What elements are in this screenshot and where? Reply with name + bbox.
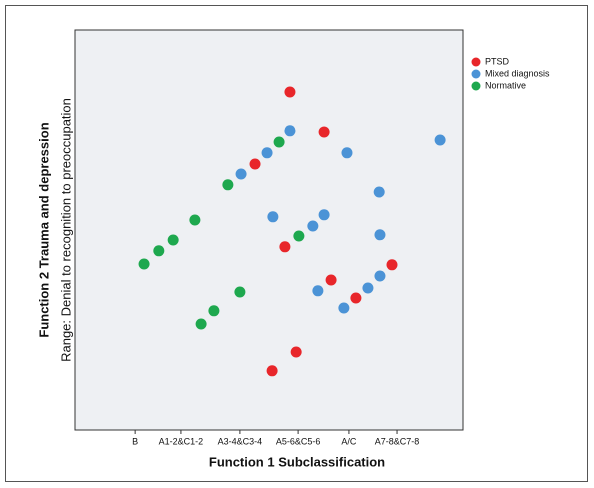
y-axis-subtitle: Range: Denial to recognition to preoccup… [58, 98, 73, 362]
point [284, 125, 296, 137]
point [249, 158, 261, 170]
point [266, 365, 278, 377]
x-tick-label: A/C [341, 436, 357, 446]
point [318, 209, 330, 221]
point [284, 86, 296, 98]
legend-marker [471, 69, 481, 79]
point [261, 147, 273, 159]
point [189, 214, 201, 226]
point [374, 229, 386, 241]
point [434, 134, 446, 146]
point [374, 270, 386, 282]
x-axis-title: Function 1 Subclassification [209, 454, 385, 469]
x-tick-label: B [132, 436, 138, 446]
legend-label: Normative [485, 80, 526, 90]
point [350, 292, 362, 304]
point [235, 168, 247, 180]
point [386, 259, 398, 271]
point [325, 274, 337, 286]
point [222, 179, 234, 191]
point [362, 282, 374, 294]
point [290, 346, 302, 358]
x-tick-label: A5-6&C5-6 [276, 436, 321, 446]
point [267, 211, 279, 223]
legend-label: PTSD [485, 56, 510, 66]
point [318, 126, 330, 138]
x-tick-label: A7-8&C7-8 [375, 436, 420, 446]
x-tick-label: A1-2&C1-2 [159, 436, 204, 446]
point [341, 147, 353, 159]
point [293, 230, 305, 242]
legend-marker [471, 57, 481, 67]
point [153, 245, 165, 257]
point [273, 136, 285, 148]
legend-label: Mixed diagnosis [485, 68, 550, 78]
point [338, 302, 350, 314]
point [234, 286, 246, 298]
point [195, 318, 207, 330]
plot-area [74, 29, 464, 431]
point [167, 234, 179, 246]
point [208, 305, 220, 317]
point [312, 285, 324, 297]
point [373, 186, 385, 198]
x-tick-label: A3-4&C3-4 [218, 436, 263, 446]
y-axis-title: Function 2 Trauma and depression [36, 122, 51, 337]
legend-marker [471, 81, 481, 91]
point [307, 220, 319, 232]
point [279, 241, 291, 253]
point [138, 258, 150, 270]
